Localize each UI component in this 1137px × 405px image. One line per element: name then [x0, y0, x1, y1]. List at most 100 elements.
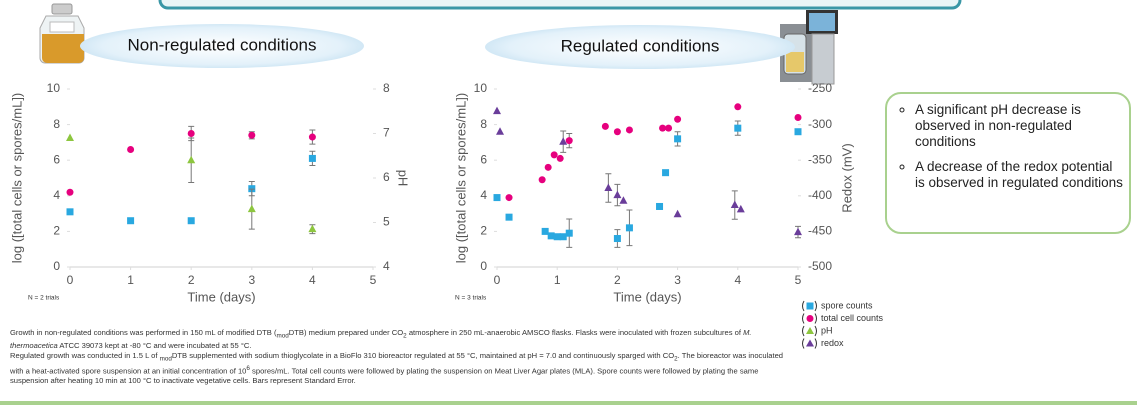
y2-tick-label: 5: [383, 215, 390, 229]
caption-text: atmosphere in 250 mL-anaerobic AMSCO fla…: [406, 328, 744, 337]
y2-tick-label: -400: [808, 188, 832, 202]
triangle-marker: [308, 224, 317, 233]
caption-text: DTB) medium prepared under CO: [288, 328, 404, 337]
caption-paragraph: Growth in non-regulated conditions was p…: [10, 328, 790, 351]
caption: Growth in non-regulated conditions was p…: [10, 328, 790, 386]
circle-marker: [248, 131, 256, 139]
caption-text: mod: [159, 355, 172, 363]
triangle-marker: [604, 183, 613, 191]
note-item: A decrease of the redox potential is obs…: [915, 159, 1125, 191]
y2-tick-label: -250: [808, 81, 832, 95]
chart-title: Regulated conditions: [561, 36, 720, 55]
triangle-marker: [493, 106, 501, 115]
y-tick-label: 6: [53, 152, 60, 166]
circle-marker: [613, 128, 621, 136]
x-axis-title: Time (days): [613, 289, 681, 304]
bottle-icon: [39, 3, 85, 64]
square-marker: [565, 229, 573, 237]
triangle-marker: [619, 196, 628, 204]
triangle-marker: [730, 200, 739, 209]
legend-marker: [806, 315, 814, 322]
caption-text: Growth in non-regulated conditions was p…: [10, 328, 277, 337]
x-tick-label: 5: [795, 273, 802, 287]
footer-line: [0, 401, 1137, 405]
caption-text: mod: [276, 332, 289, 340]
y2-tick-label: 6: [383, 170, 390, 184]
triangle-marker: [66, 133, 74, 141]
y-tick-label: 8: [53, 117, 60, 131]
trials-note: N = 2 trials: [28, 295, 60, 302]
y2-tick-label: -300: [808, 117, 832, 131]
caption-text: 2: [403, 332, 407, 340]
circle-marker: [565, 137, 573, 145]
square-marker: [505, 213, 513, 221]
x-tick-label: 2: [188, 273, 195, 287]
legend-paren: [802, 338, 817, 349]
y-tick-label: 2: [480, 224, 487, 238]
circle-marker: [734, 103, 742, 111]
x-tick-label: 3: [674, 273, 681, 287]
square-marker: [674, 135, 682, 143]
square-marker: [734, 124, 742, 132]
caption-paragraph: Regulated growth was conducted in 1.5 L …: [10, 351, 790, 386]
circle-marker: [66, 188, 74, 196]
y-tick-label: 4: [480, 188, 487, 202]
triangle-marker: [613, 190, 622, 199]
caption-text: DTB supplemented with sodium thioglycola…: [171, 350, 675, 360]
trials-note: N = 3 trials: [455, 295, 487, 302]
y-tick-label: 10: [474, 81, 488, 95]
square-marker: [66, 208, 74, 216]
legend-marker: [806, 339, 814, 347]
circle-marker: [659, 124, 667, 132]
legend-label: pH: [821, 325, 833, 335]
circle-marker: [187, 130, 195, 137]
square-marker: [553, 233, 561, 241]
circle-marker: [665, 124, 673, 132]
square-marker: [625, 224, 633, 232]
circle-marker: [794, 113, 802, 121]
legend-paren: [802, 300, 817, 312]
caption-text: 6: [246, 364, 250, 372]
y-tick-label: 0: [480, 259, 487, 273]
y-axis-title: log ([total cells or spores/mL]): [453, 93, 468, 264]
triangle-marker: [673, 209, 682, 218]
circle-marker: [556, 154, 564, 162]
x-tick-label: 4: [734, 273, 741, 287]
square-marker: [541, 227, 549, 235]
circle-marker: [550, 151, 558, 159]
circle-marker: [538, 176, 546, 184]
y-tick-label: 10: [47, 81, 61, 95]
title-ellipse: [80, 24, 364, 68]
legend-paren: [802, 313, 817, 324]
y-tick-label: 6: [480, 152, 487, 166]
y2-axis-title: pH: [396, 170, 411, 187]
circle-marker: [505, 194, 513, 202]
x-tick-label: 0: [494, 273, 501, 287]
x-tick-label: 2: [614, 273, 621, 287]
x-tick-label: 3: [248, 273, 255, 287]
y2-axis-title: Redox (mV): [839, 143, 854, 212]
triangle-marker: [559, 137, 568, 145]
x-tick-label: 0: [67, 273, 74, 287]
legend-label: spore counts: [821, 300, 873, 310]
y2-tick-label: 4: [383, 259, 390, 273]
square-marker: [656, 202, 664, 210]
caption-text: spores/mL. Total cell counts were follow…: [10, 366, 759, 385]
legend-label: total cell counts: [821, 313, 884, 323]
legend-paren: [802, 325, 817, 337]
note-item: A significant pH decrease is observed in…: [915, 102, 1125, 150]
bioreactor-icon: [780, 10, 838, 85]
circle-marker: [625, 126, 633, 134]
x-tick-label: 4: [309, 273, 316, 287]
caption-text: . The bioreactor was inoculated with a h…: [10, 350, 784, 376]
legend-marker: [806, 302, 814, 310]
x-tick-label: 1: [554, 273, 561, 287]
triangle-marker: [496, 127, 505, 135]
square-marker: [662, 169, 670, 177]
triangle-marker: [794, 227, 802, 236]
caption-text: Regulated growth was conducted in 1.5 L …: [10, 350, 160, 360]
square-marker: [493, 194, 501, 202]
circle-marker: [544, 163, 552, 171]
y-tick-label: 8: [480, 117, 487, 131]
